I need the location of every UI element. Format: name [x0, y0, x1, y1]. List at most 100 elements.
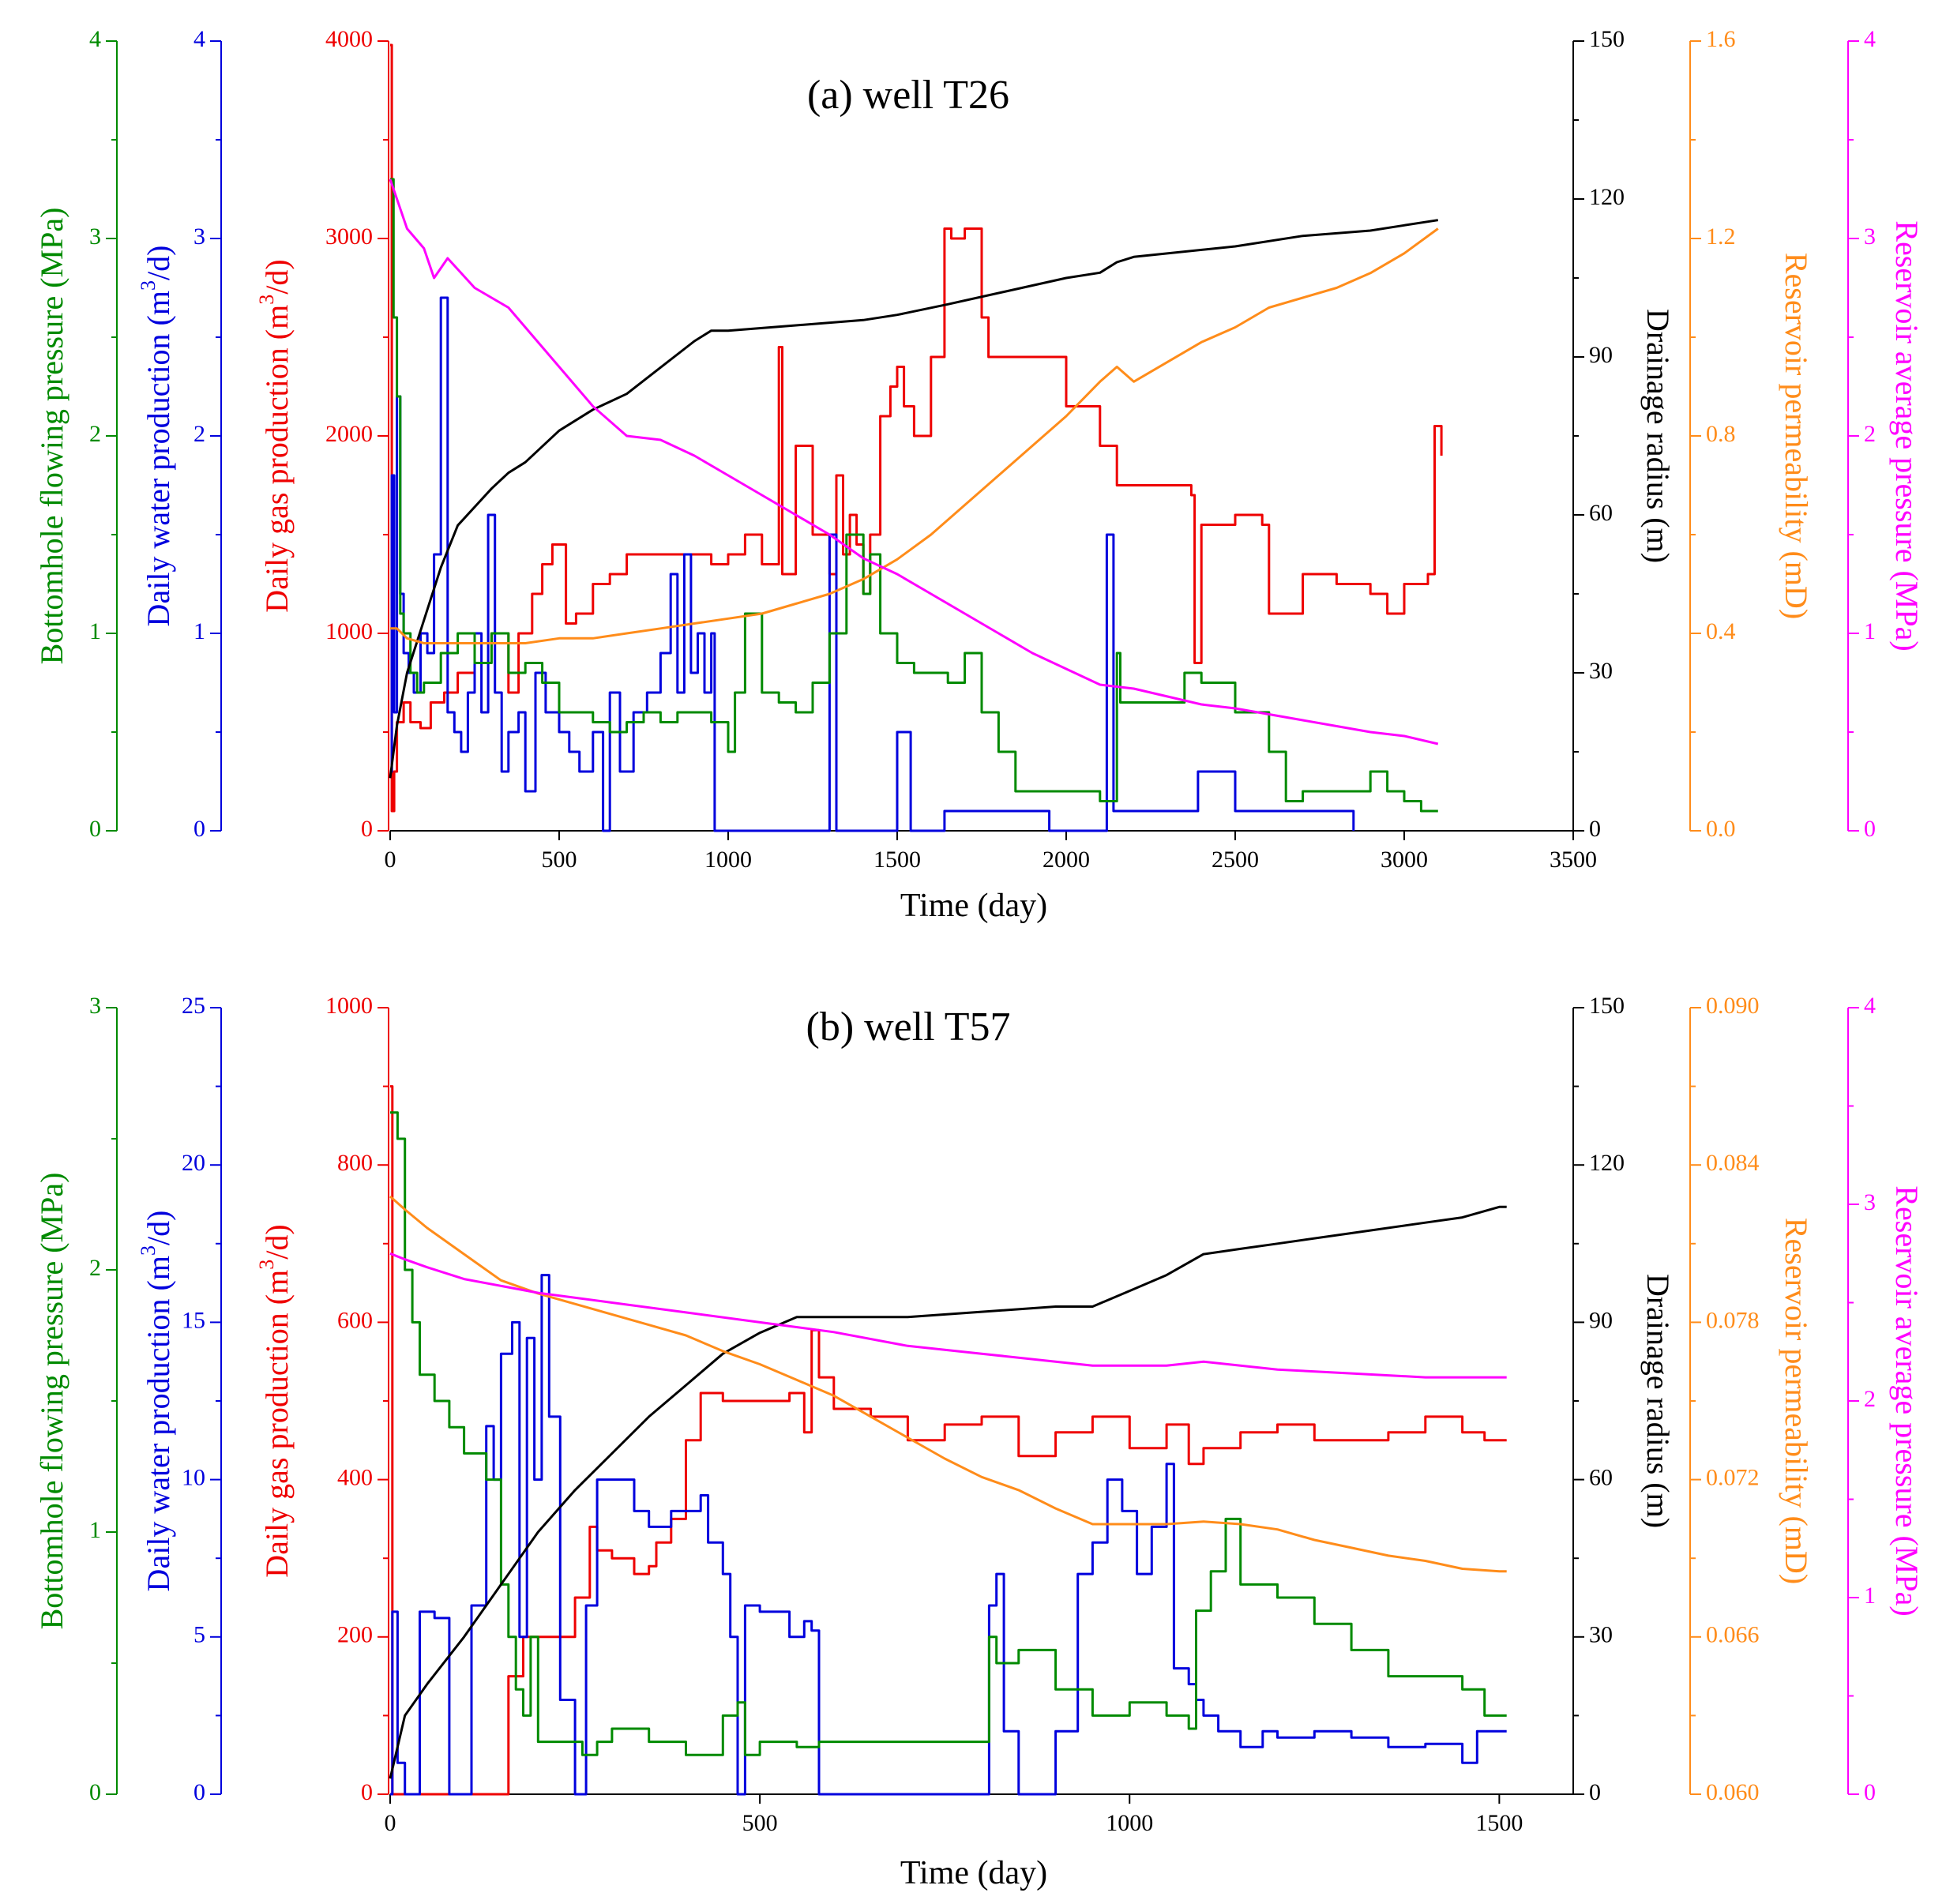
- y-tick-label: 1.6: [1706, 26, 1736, 52]
- y-tick-label: 150: [1589, 993, 1625, 1019]
- y-axis-label-radius: Drainage radius (m): [1640, 309, 1676, 563]
- y-axis-label-water: Daily water production (m3/d): [137, 246, 176, 627]
- x-tick-label: 3000: [1381, 847, 1428, 873]
- series-daily-gas-production: [390, 1085, 1507, 1796]
- y-tick-label: 200: [337, 1622, 373, 1648]
- x-tick-label: 1000: [704, 847, 752, 873]
- y-tick-label: 3000: [325, 223, 373, 250]
- y-tick-label: 90: [1589, 1307, 1613, 1333]
- y-tick-label: 60: [1589, 1464, 1613, 1490]
- y-axis-radius: 0 30 60 90 120 150 Drainage radius (m): [1572, 993, 1676, 1805]
- y-tick-label: 400: [337, 1464, 373, 1490]
- y-tick-label: 0: [361, 816, 373, 842]
- x-axis-label: Time (day): [900, 1855, 1047, 1891]
- series-reservoir-average-pressure: [389, 178, 1439, 745]
- series-daily-gas-production: [390, 43, 1443, 813]
- y-axis-water: 0 5 10 15 20 25 Daily water production (m3/d): [137, 993, 222, 1805]
- y-tick-label: 4: [1864, 993, 1876, 1019]
- y-tick-label: 0.060: [1706, 1779, 1760, 1805]
- y-tick-label: 2: [1864, 1386, 1876, 1412]
- x-tick-label: 2000: [1042, 847, 1090, 873]
- series-reservoir-average-pressure: [389, 1252, 1507, 1379]
- x-tick-label: 3500: [1550, 847, 1597, 873]
- y-tick-label: 1: [1864, 618, 1876, 644]
- y-tick-label: 600: [337, 1307, 373, 1333]
- y-axis-bhp: 0 1 2 3 Bottomhole flowing pressure (MPa): [34, 993, 118, 1805]
- x-tick-label: 1000: [1106, 1810, 1153, 1836]
- y-axis-perm: 0.060 0.066 0.072 0.078 0.084 0.090 Reservoir …: [1689, 993, 1814, 1805]
- y-tick-label: 3: [193, 223, 205, 250]
- y-tick-label: 0.078: [1706, 1307, 1760, 1333]
- y-tick-label: 0: [1864, 816, 1876, 842]
- y-tick-label: 0.0: [1706, 816, 1736, 842]
- y-tick-label: 1000: [325, 618, 373, 644]
- y-axis-radius: 0 30 60 90 120 150 Drainage radius (m): [1572, 26, 1676, 842]
- y-tick-label: 0.072: [1706, 1464, 1760, 1490]
- y-tick-label: 120: [1589, 1150, 1625, 1176]
- series-reservoir-permeability: [390, 227, 1439, 644]
- y-tick-label: 4: [193, 26, 205, 52]
- y-tick-label: 3: [1864, 223, 1876, 250]
- y-tick-label: 3: [89, 223, 101, 250]
- y-tick-label: 3: [1864, 1189, 1876, 1215]
- y-axis-label-gas: Daily gas production (m3/d): [255, 259, 295, 612]
- y-tick-label: 1000: [325, 993, 373, 1019]
- y-tick-label: 0: [89, 1779, 101, 1805]
- y-tick-label: 0: [193, 1779, 205, 1805]
- series-bottomhole-flowing-pressure: [390, 1111, 1507, 1756]
- x-axis-label: Time (day): [900, 888, 1047, 924]
- y-tick-label: 0.084: [1706, 1150, 1760, 1176]
- y-tick-label: 30: [1589, 658, 1613, 684]
- x-tick-label: 500: [742, 1810, 778, 1836]
- y-axis-label-perm: Reservoir permeability (mD): [1779, 253, 1814, 619]
- y-axis-avgp: 0 1 2 3 4 Reservoir average pressure (MPa): [1847, 993, 1925, 1805]
- x-tick-label: 0: [385, 1810, 396, 1836]
- y-tick-label: 0: [193, 816, 205, 842]
- y-tick-label: 150: [1589, 26, 1625, 52]
- y-tick-label: 0.066: [1706, 1622, 1760, 1648]
- x-tick-label: 0: [385, 847, 396, 873]
- y-tick-label: 0: [361, 1779, 373, 1805]
- series-daily-water-production: [390, 296, 1355, 832]
- y-tick-label: 5: [193, 1622, 205, 1648]
- y-tick-label: 1: [193, 618, 205, 644]
- x-tick-label: 500: [542, 847, 577, 873]
- y-axis-label-bhp: Bottomhole flowing pressure (MPa): [34, 1173, 70, 1630]
- x-tick-label: 1500: [1475, 1810, 1523, 1836]
- y-tick-label: 2: [1864, 421, 1876, 447]
- y-tick-label: 0: [1589, 816, 1601, 842]
- y-axis-label-bhp: Bottomhole flowing pressure (MPa): [34, 208, 70, 665]
- y-tick-label: 2: [89, 421, 101, 447]
- y-axis-avgp: 0 1 2 3 4 Reservoir average pressure (MPa): [1847, 26, 1925, 842]
- y-axis-label-avgp: Reservoir average pressure (MPa): [1889, 220, 1925, 651]
- y-tick-label: 0: [89, 816, 101, 842]
- y-tick-label: 0: [1864, 1779, 1876, 1805]
- y-tick-label: 60: [1589, 500, 1613, 526]
- y-tick-label: 0.8: [1706, 421, 1736, 447]
- y-axis-water: 0 1 2 3 4 Daily water production (m3/d): [137, 26, 222, 842]
- y-tick-label: 2000: [325, 421, 373, 447]
- y-axis-gas: 0 1000 2000 3000 4000 Daily gas production (m…: [255, 26, 389, 842]
- y-axis-bhp: 0 1 2 3 4 Bottomhole flowing pressure (MPa): [34, 26, 118, 842]
- y-tick-label: 1: [1864, 1583, 1876, 1609]
- chart-title: (a) well T26: [807, 73, 1009, 118]
- y-tick-label: 10: [182, 1464, 205, 1490]
- series-drainage-radius: [389, 1205, 1507, 1779]
- y-tick-label: 25: [182, 993, 205, 1019]
- y-axis-gas: 0 200 400 600 800 1000 Daily gas production (m…: [255, 993, 389, 1805]
- y-tick-label: 1.2: [1706, 223, 1736, 250]
- y-tick-label: 4000: [325, 26, 373, 52]
- y-tick-label: 15: [182, 1307, 205, 1333]
- series-bottomhole-flowing-pressure: [390, 178, 1438, 813]
- y-tick-label: 2: [89, 1255, 101, 1281]
- y-tick-label: 1: [89, 1517, 101, 1543]
- y-tick-label: 0.4: [1706, 618, 1736, 644]
- y-axis-label-perm: Reservoir permeability (mD): [1779, 1218, 1814, 1584]
- y-axis-label-radius: Drainage radius (m): [1640, 1274, 1676, 1528]
- y-tick-label: 30: [1589, 1622, 1613, 1648]
- y-tick-label: 90: [1589, 342, 1613, 368]
- y-axis-label-water: Daily water production (m3/d): [137, 1211, 176, 1592]
